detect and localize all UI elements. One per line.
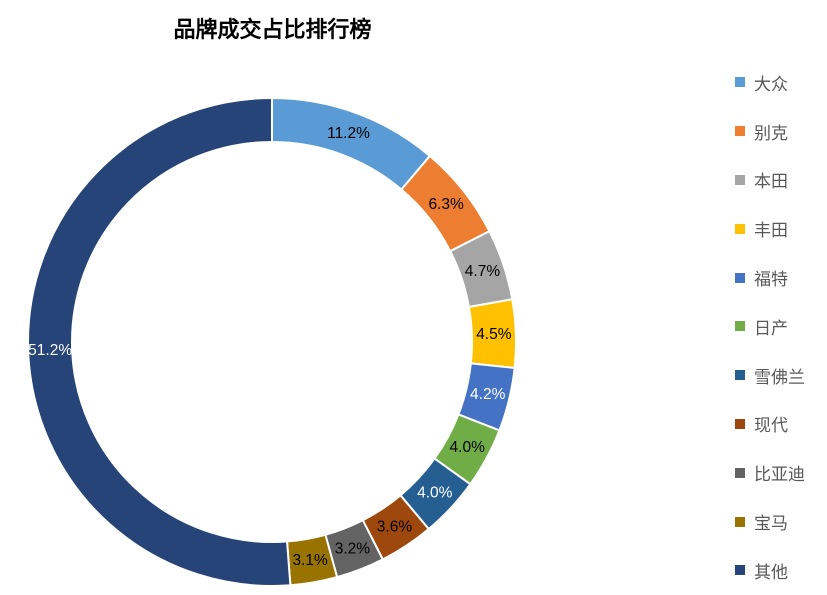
legend-swatch [735,516,745,527]
slice-data-label: 3.2% [335,540,371,557]
legend-swatch [735,223,745,234]
slice-data-label: 4.0% [417,484,453,501]
legend-label: 丰田 [754,221,788,242]
slice-data-label: 4.0% [450,439,486,456]
legend-item: 日产 [735,302,825,351]
legend-label: 其他 [754,562,788,583]
legend-label: 雪佛兰 [754,367,805,388]
legend-label: 宝马 [754,514,788,535]
legend-label: 比亚迪 [754,465,805,486]
legend-item: 比亚迪 [735,448,825,497]
donut-slice [271,96,432,191]
slice-data-label: 51.2% [28,342,72,359]
legend-item: 本田 [735,156,825,205]
legend-label: 现代 [754,416,788,437]
legend-item: 其他 [735,546,825,595]
legend-label: 福特 [754,270,788,291]
donut-data-labels: 11.2% 6.3% 4.7% 4.5% 4.2% 4.0% 4.0% 3.6% 3.2% 3.1… [28,125,512,569]
legend-swatch [735,418,745,429]
legend-swatch [735,77,745,88]
legend-swatch [735,126,745,137]
legend-swatch [735,174,745,185]
legend-label: 大众 [754,74,788,95]
slice-data-label: 11.2% [327,125,370,142]
legend-swatch [735,321,745,332]
slice-data-label: 3.1% [292,552,328,569]
legend-swatch [735,565,745,576]
legend-item: 大众 [735,58,825,107]
chart-title: 品牌成交占比排行榜 [173,18,372,43]
slice-data-label: 4.5% [476,326,512,343]
legend-item: 雪佛兰 [735,351,825,400]
donut-slices [27,96,517,587]
legend-item: 福特 [735,253,825,302]
chart-legend: 大众别克本田丰田福特日产雪佛兰现代比亚迪宝马其他 [735,58,825,595]
donut-chart: 11.2% 6.3% 4.7% 4.5% 4.2% 4.0% 4.0% 3.6% 3.2% 3.1… [27,96,517,587]
legend-label: 别克 [754,123,788,144]
legend-swatch [735,370,745,381]
legend-item: 丰田 [735,204,825,253]
legend-item: 宝马 [735,497,825,546]
legend-item: 别克 [735,107,825,156]
legend-label: 日产 [754,318,788,339]
donut-slice [27,96,292,587]
slice-data-label: 6.3% [428,196,464,213]
slice-data-label: 4.2% [470,386,506,403]
legend-item: 现代 [735,400,825,449]
legend-swatch [735,272,745,283]
slice-data-label: 4.7% [465,263,501,280]
legend-swatch [735,467,745,478]
legend-label: 本田 [754,172,788,193]
slice-data-label: 3.6% [377,519,413,536]
